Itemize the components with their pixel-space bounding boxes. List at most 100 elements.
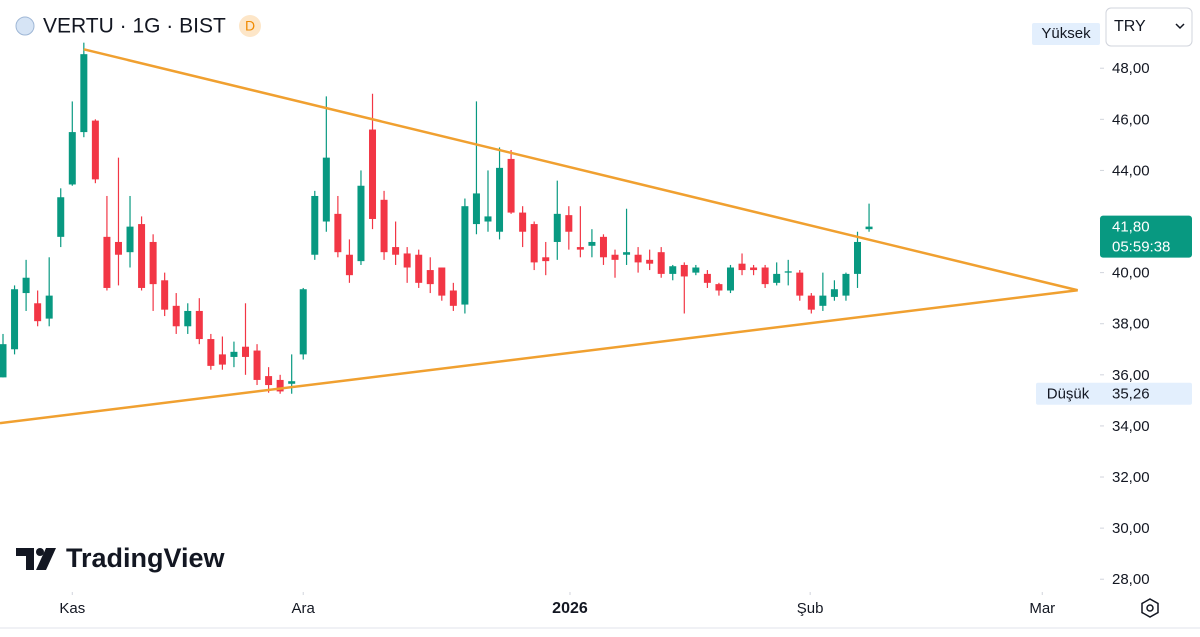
candle-body — [842, 273, 850, 296]
candle-body — [195, 310, 203, 340]
y-tick-label: 28,00 — [1112, 571, 1150, 588]
candle-body — [426, 270, 434, 285]
y-tick-label: 32,00 — [1112, 469, 1150, 486]
x-tick-label: 2026 — [552, 600, 588, 617]
symbol-logo — [15, 16, 35, 36]
candle-body — [634, 254, 642, 263]
candle-body — [126, 226, 134, 253]
candle-body — [230, 351, 238, 357]
candle-body — [218, 354, 226, 365]
candle-body — [611, 254, 619, 260]
candle-body — [715, 284, 723, 291]
watermark-text: TradingView — [66, 543, 226, 573]
candle-body — [507, 158, 515, 213]
candle-body — [784, 271, 792, 273]
candle-body — [322, 157, 330, 222]
candle-body — [703, 273, 711, 283]
candle-body — [461, 206, 469, 305]
candle-body — [565, 215, 573, 232]
candle-body — [114, 241, 122, 255]
settings-hex[interactable] — [1141, 598, 1159, 618]
candle-body — [207, 339, 215, 366]
trendline — [0, 289, 1078, 425]
x-tick-label: Kas — [59, 600, 85, 617]
marks-layer — [0, 42, 873, 394]
candle-body — [184, 310, 192, 327]
candle-body — [68, 132, 76, 185]
candle-body — [623, 252, 631, 255]
low-badge-bg — [1036, 382, 1192, 405]
candle-body — [854, 241, 862, 274]
y-tick-label: 48,00 — [1112, 60, 1150, 77]
candle-body — [334, 213, 342, 253]
candle-body — [496, 167, 504, 232]
grid-layer — [71, 67, 1104, 595]
last-price-badge — [1100, 215, 1192, 258]
candle-body — [692, 267, 700, 273]
candle-body — [311, 195, 319, 255]
trendline — [83, 48, 1079, 292]
x-tick-label: Şub — [797, 600, 824, 617]
last-price: 41,80 — [1112, 219, 1150, 236]
candle-body — [57, 197, 65, 237]
currency-dropdown[interactable] — [1105, 7, 1193, 47]
chart-title: VERTU · 1G · BIST — [43, 15, 226, 38]
candle-body — [576, 247, 584, 250]
candle-body — [761, 267, 769, 285]
settings-icon[interactable] — [1141, 598, 1159, 618]
high-badge — [1032, 23, 1100, 45]
candle-body — [669, 266, 677, 274]
watermark-dot — [36, 548, 44, 556]
candle-body — [738, 263, 746, 271]
candle-body — [241, 346, 249, 357]
settings-dot[interactable] — [1146, 604, 1154, 612]
watermark: TradingView — [16, 543, 226, 573]
candle-body — [657, 252, 665, 274]
candle-body — [865, 226, 873, 230]
candle-body — [276, 379, 284, 392]
candle-body — [45, 295, 53, 319]
y-tick-label: 38,00 — [1112, 316, 1150, 333]
candle-body — [149, 241, 157, 285]
watermark-logo — [16, 548, 56, 570]
candle-body — [299, 289, 307, 355]
candle-body — [726, 267, 734, 291]
candle-body — [415, 254, 423, 283]
x-tick-label: Ara — [292, 600, 316, 617]
candle-body — [519, 212, 527, 232]
badge-bg — [239, 15, 261, 37]
candle-body — [472, 193, 480, 225]
candle-body — [172, 305, 180, 327]
candle-body — [345, 254, 353, 276]
candle-body — [750, 267, 758, 271]
candle-body — [103, 236, 111, 288]
low-label: Düşük — [1047, 386, 1090, 403]
candle-body — [392, 247, 400, 255]
candle-body — [91, 120, 99, 180]
dropdown-arrow — [1175, 23, 1185, 30]
candle-body — [830, 289, 838, 297]
candle-body — [449, 290, 457, 306]
countdown: 05:59:38 — [1112, 239, 1170, 256]
candle-body — [80, 54, 88, 133]
candle-body — [484, 216, 492, 222]
currency[interactable]: TRY — [1114, 18, 1146, 35]
candle-body — [530, 224, 538, 263]
candle-body — [288, 381, 296, 384]
high-label: Yüksek — [1041, 25, 1091, 42]
candle-body — [773, 273, 781, 283]
overlay-layer: 28,0030,0032,0034,0036,0038,0040,0042,00… — [0, 48, 1192, 617]
candle-body — [588, 241, 596, 246]
x-tick-label: Mar — [1029, 600, 1055, 617]
candle-body — [34, 303, 42, 322]
candle-body — [819, 295, 827, 306]
candle-body — [138, 224, 146, 288]
candle-body — [599, 236, 607, 258]
y-tick-label: 44,00 — [1112, 162, 1150, 179]
badge: D — [245, 18, 255, 34]
y-tick-label: 40,00 — [1112, 265, 1150, 282]
candle-body — [22, 277, 30, 294]
candle-body — [807, 295, 815, 310]
